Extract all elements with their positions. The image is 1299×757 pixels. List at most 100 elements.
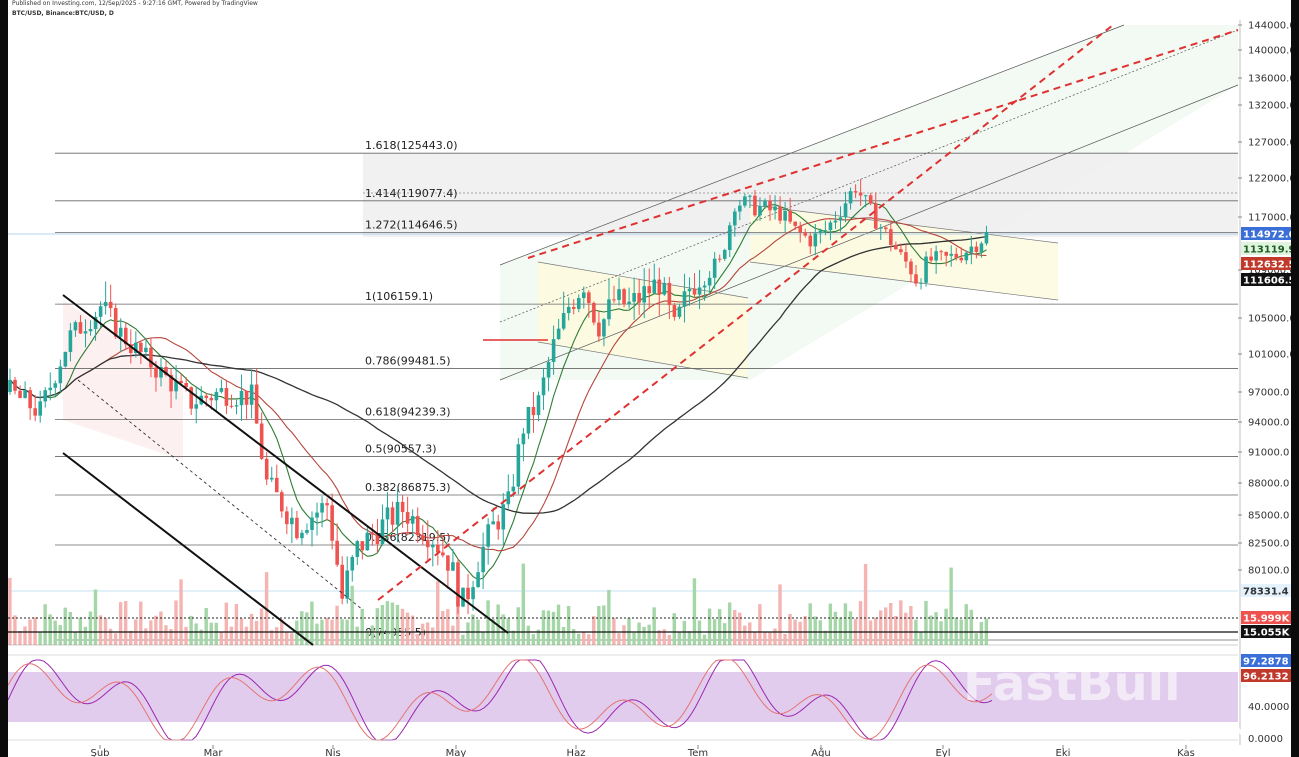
candle-body — [914, 274, 918, 284]
volume-bar — [214, 622, 218, 645]
candle-body — [566, 306, 571, 314]
volume-bar — [164, 625, 168, 645]
volume-bar — [954, 617, 958, 645]
volume-bar — [773, 628, 777, 645]
chart-frame: Published on Investing.com, 12/Sep/2025 … — [8, 0, 1291, 757]
candle-body — [687, 288, 692, 292]
volume-bar — [617, 633, 621, 645]
volume-bar — [944, 608, 948, 645]
candle-body — [838, 217, 843, 221]
volume-bar — [300, 611, 304, 645]
watermark-handle: @ELEN — [1178, 721, 1247, 742]
y-tick-label: 91000.0 — [1248, 448, 1289, 459]
volume-bar — [934, 612, 938, 645]
candle-body — [828, 222, 833, 231]
volume-bar — [768, 632, 772, 645]
y-tick-label: 94000.0 — [1248, 418, 1289, 429]
watermark-text: FastBull — [963, 656, 1181, 712]
candle-body — [531, 406, 536, 416]
candle-body — [722, 249, 727, 259]
volume-bar — [576, 633, 581, 645]
volume-bar — [833, 611, 838, 645]
volume-bar — [662, 629, 666, 645]
candle-body — [652, 279, 657, 294]
volume-bar — [129, 630, 133, 645]
candle-body — [239, 390, 244, 406]
candle-body — [425, 539, 430, 548]
candle-body — [878, 227, 883, 229]
volume-bar — [390, 602, 395, 645]
y-tick-label: 101000.0 — [1248, 350, 1291, 361]
price-badge-4-bg — [1241, 584, 1291, 597]
volume-bar — [838, 617, 843, 645]
candle-body — [295, 517, 299, 539]
fib-label-1.272: 1.272(114646.5) — [365, 219, 458, 232]
volume-bar — [385, 601, 390, 645]
candle-body — [219, 388, 224, 392]
candle-body — [350, 556, 355, 571]
candle-body — [969, 246, 974, 253]
volume-bar — [259, 608, 264, 645]
x-tick-label: Mar — [204, 748, 224, 757]
volume-badge-1: 15.055K — [1243, 628, 1291, 639]
volume-bar — [823, 630, 827, 645]
candle-body — [431, 544, 435, 548]
candle-body — [707, 277, 712, 286]
candle-body — [899, 249, 903, 253]
candle-body — [461, 587, 465, 607]
volume-bar — [224, 602, 229, 645]
volume-bar — [471, 614, 475, 645]
volume-bar — [244, 626, 249, 645]
volume-bar — [783, 633, 787, 645]
stoch-badge-1: 96.2132 — [1243, 672, 1289, 683]
volume-bar — [139, 601, 143, 645]
candle-body — [894, 244, 898, 250]
volume-bar — [868, 620, 873, 645]
candle-body — [667, 282, 672, 306]
x-tick-label: May — [446, 748, 467, 757]
candle-body — [139, 342, 143, 353]
price-badge-3: 111606.5 — [1243, 276, 1291, 287]
volume-bar — [355, 626, 359, 645]
candle-body — [179, 380, 183, 384]
volume-bar — [446, 609, 450, 645]
candle-body — [516, 444, 521, 487]
candle-body — [113, 308, 118, 337]
candle-body — [486, 524, 490, 547]
candle-body — [788, 210, 792, 222]
volume-bar — [516, 607, 520, 645]
candle-body — [576, 298, 581, 309]
candle-body — [798, 225, 803, 233]
volume-bar — [894, 615, 898, 645]
y-tick-label: 109000.0 — [1248, 266, 1291, 277]
candle-body — [189, 387, 193, 409]
volume-bar — [798, 621, 802, 645]
candle-body — [456, 562, 460, 607]
candle-body — [556, 328, 561, 340]
stoch-badge-0-bg — [1241, 654, 1291, 667]
candle-body — [873, 203, 878, 229]
candle-body — [18, 390, 22, 398]
x-tick-label: Ağu — [811, 747, 831, 757]
channel-upper-line — [499, 24, 1125, 266]
candle-body — [536, 395, 541, 416]
volume-badge-0-bg — [1241, 611, 1291, 624]
volume-bar — [738, 612, 742, 645]
candle-body — [451, 562, 455, 571]
candle-body — [375, 534, 380, 545]
price-badge-2-bg — [1241, 257, 1291, 270]
volume-bar — [652, 607, 656, 645]
candle-body — [229, 405, 234, 407]
candle-body — [98, 306, 103, 317]
volume-bar — [682, 620, 687, 645]
candle-body — [28, 390, 32, 409]
volume-bar — [818, 620, 822, 645]
downtrend-upper-line — [62, 294, 509, 634]
y-tick-label: 105000.0 — [1248, 314, 1291, 325]
volume-bar — [8, 577, 12, 645]
candle-body — [692, 288, 697, 295]
volume-bar — [526, 625, 531, 645]
volume-bar — [159, 611, 163, 645]
volume-bar — [803, 616, 807, 645]
candle-body — [597, 322, 601, 337]
